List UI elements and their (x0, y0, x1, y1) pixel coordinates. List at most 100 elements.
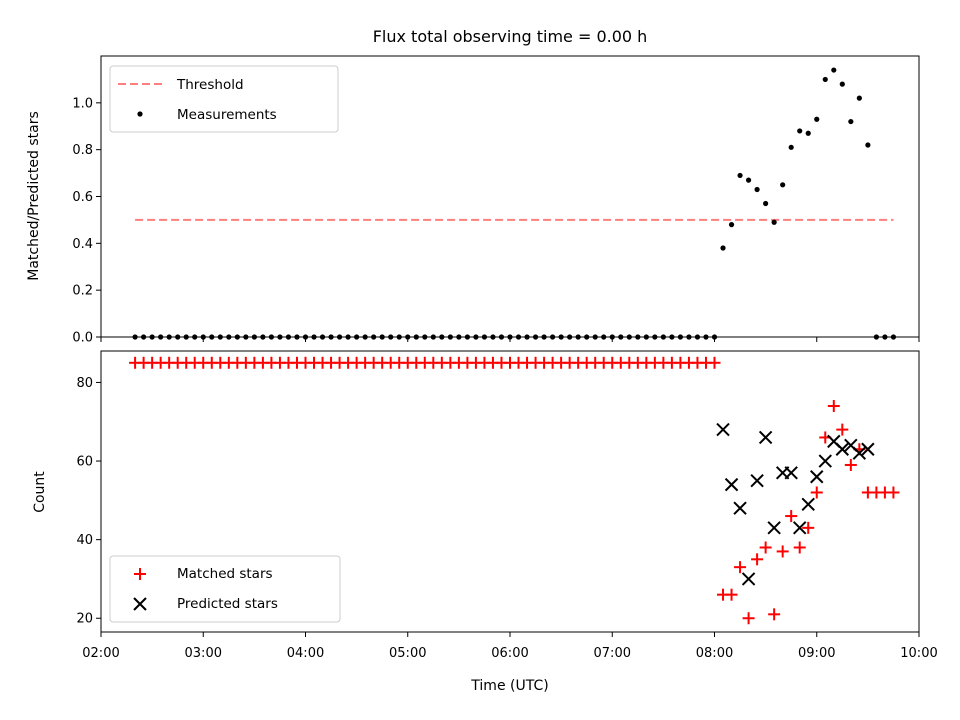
matched-star-marker (836, 423, 849, 436)
measurement-point (805, 130, 811, 136)
marker-stroke (767, 521, 781, 535)
x-tick-label: 07:00 (594, 646, 631, 661)
measurement-point (643, 334, 649, 340)
measurement-point (558, 334, 564, 340)
measurement-point (405, 334, 411, 340)
x-tick-label: 08:00 (696, 646, 733, 661)
measurement-point (660, 334, 666, 340)
measurement-point (209, 334, 215, 340)
measurement-point (490, 334, 496, 340)
measurement-point (464, 334, 470, 340)
x-tick-label: 09:00 (798, 646, 835, 661)
predicted-star-marker (741, 572, 756, 586)
predicted-star-marker (733, 501, 747, 515)
measurement-point (728, 222, 735, 228)
measurement-point (575, 334, 581, 340)
matched-star-marker (759, 541, 772, 554)
predicted-star-marker (835, 442, 850, 456)
marker-stroke (784, 466, 798, 480)
predicted-star-marker (861, 442, 875, 456)
ratio-legend-frame (109, 65, 339, 133)
matched-star-marker (810, 486, 823, 499)
measurement-point (652, 334, 658, 340)
predicted-star-marker (852, 446, 867, 460)
measurement-point (175, 334, 181, 340)
measurement-point (379, 334, 385, 340)
marker-stroke (852, 446, 867, 460)
measurement-point (532, 334, 539, 340)
x-tick-label: 05:00 (389, 646, 426, 661)
matched-star-marker (708, 356, 721, 369)
marker-stroke (835, 442, 850, 456)
predicted-star-marker (716, 422, 730, 437)
measurement-point (481, 334, 488, 340)
ratio-marks (132, 67, 897, 340)
x-tick-label: 10:00 (900, 646, 937, 661)
matched-star-marker (827, 400, 840, 413)
matched-star-marker (844, 458, 857, 471)
predicted-star-marker (784, 466, 798, 480)
count-marks (129, 356, 900, 625)
measurement-point (601, 334, 607, 340)
y-tick-label: 40 (76, 533, 93, 548)
predicted-star-marker (793, 521, 807, 535)
measurement-point (260, 334, 266, 340)
measurement-point (541, 334, 547, 340)
marker-stroke (733, 501, 747, 515)
measurement-point (797, 128, 803, 134)
marker-stroke (810, 470, 824, 484)
measurement-point (302, 334, 309, 340)
measurement-point (780, 182, 786, 188)
chart-title: Flux total observing time = 0.00 h (373, 27, 648, 46)
measurement-point (584, 334, 590, 340)
measurement-point (149, 334, 155, 340)
marker-stroke (827, 434, 841, 449)
measurement-point (848, 118, 854, 125)
legend-measurements-swatch (137, 111, 143, 117)
measurement-point (567, 334, 573, 340)
predicted-star-marker (724, 477, 739, 492)
x-tick-label: 02:00 (82, 646, 119, 661)
measurement-point (354, 334, 360, 340)
y-tick-label: 60 (76, 455, 93, 470)
measurement-point (132, 334, 138, 340)
ratio-y-axis: 0.0 0.2 0.4 0.6 0.8 1.0 (72, 96, 101, 346)
measurement-point (745, 177, 752, 183)
ratio-panel: 0.0 0.2 0.4 0.6 0.8 1.0 Matched/Predicted sta… (26, 55, 920, 346)
measurement-point (345, 334, 351, 340)
measurement-point (822, 76, 828, 83)
measurement-point (515, 334, 522, 340)
measurement-point (865, 142, 871, 148)
measurement-point (677, 334, 684, 340)
y-tick-label: 0.2 (72, 284, 93, 299)
marker-stroke (861, 442, 875, 456)
measurement-point (831, 67, 837, 73)
matched-star-marker (734, 561, 747, 574)
marker-stroke (741, 572, 756, 586)
measurement-point (268, 334, 275, 340)
measurement-point (890, 334, 897, 340)
measurement-point (439, 334, 445, 340)
predicted-star-marker (810, 470, 824, 484)
measurement-point (839, 81, 845, 87)
measurement-point (763, 200, 769, 207)
measurement-point (183, 334, 189, 340)
measurement-point (251, 334, 257, 340)
measurement-point (524, 334, 530, 340)
measurement-point (694, 334, 701, 340)
measurement-point (447, 334, 453, 340)
measurement-point (319, 334, 326, 340)
matched-star-marker (751, 553, 764, 566)
y-tick-label: 20 (76, 612, 93, 627)
measurement-point (711, 334, 718, 340)
legend-threshold-label: Threshold (176, 77, 244, 93)
measurement-point (473, 334, 479, 340)
measurement-point (422, 334, 428, 340)
measurement-point (618, 334, 624, 340)
measurement-point (166, 334, 172, 340)
marker-stroke (844, 438, 858, 453)
count-x-axis: 02:00 03:00 04:00 05:00 06:00 07:00 08:00 09:00… (82, 632, 938, 661)
predicted-star-marker (801, 497, 815, 511)
measurement-point (771, 219, 777, 225)
measurement-point (882, 334, 888, 340)
